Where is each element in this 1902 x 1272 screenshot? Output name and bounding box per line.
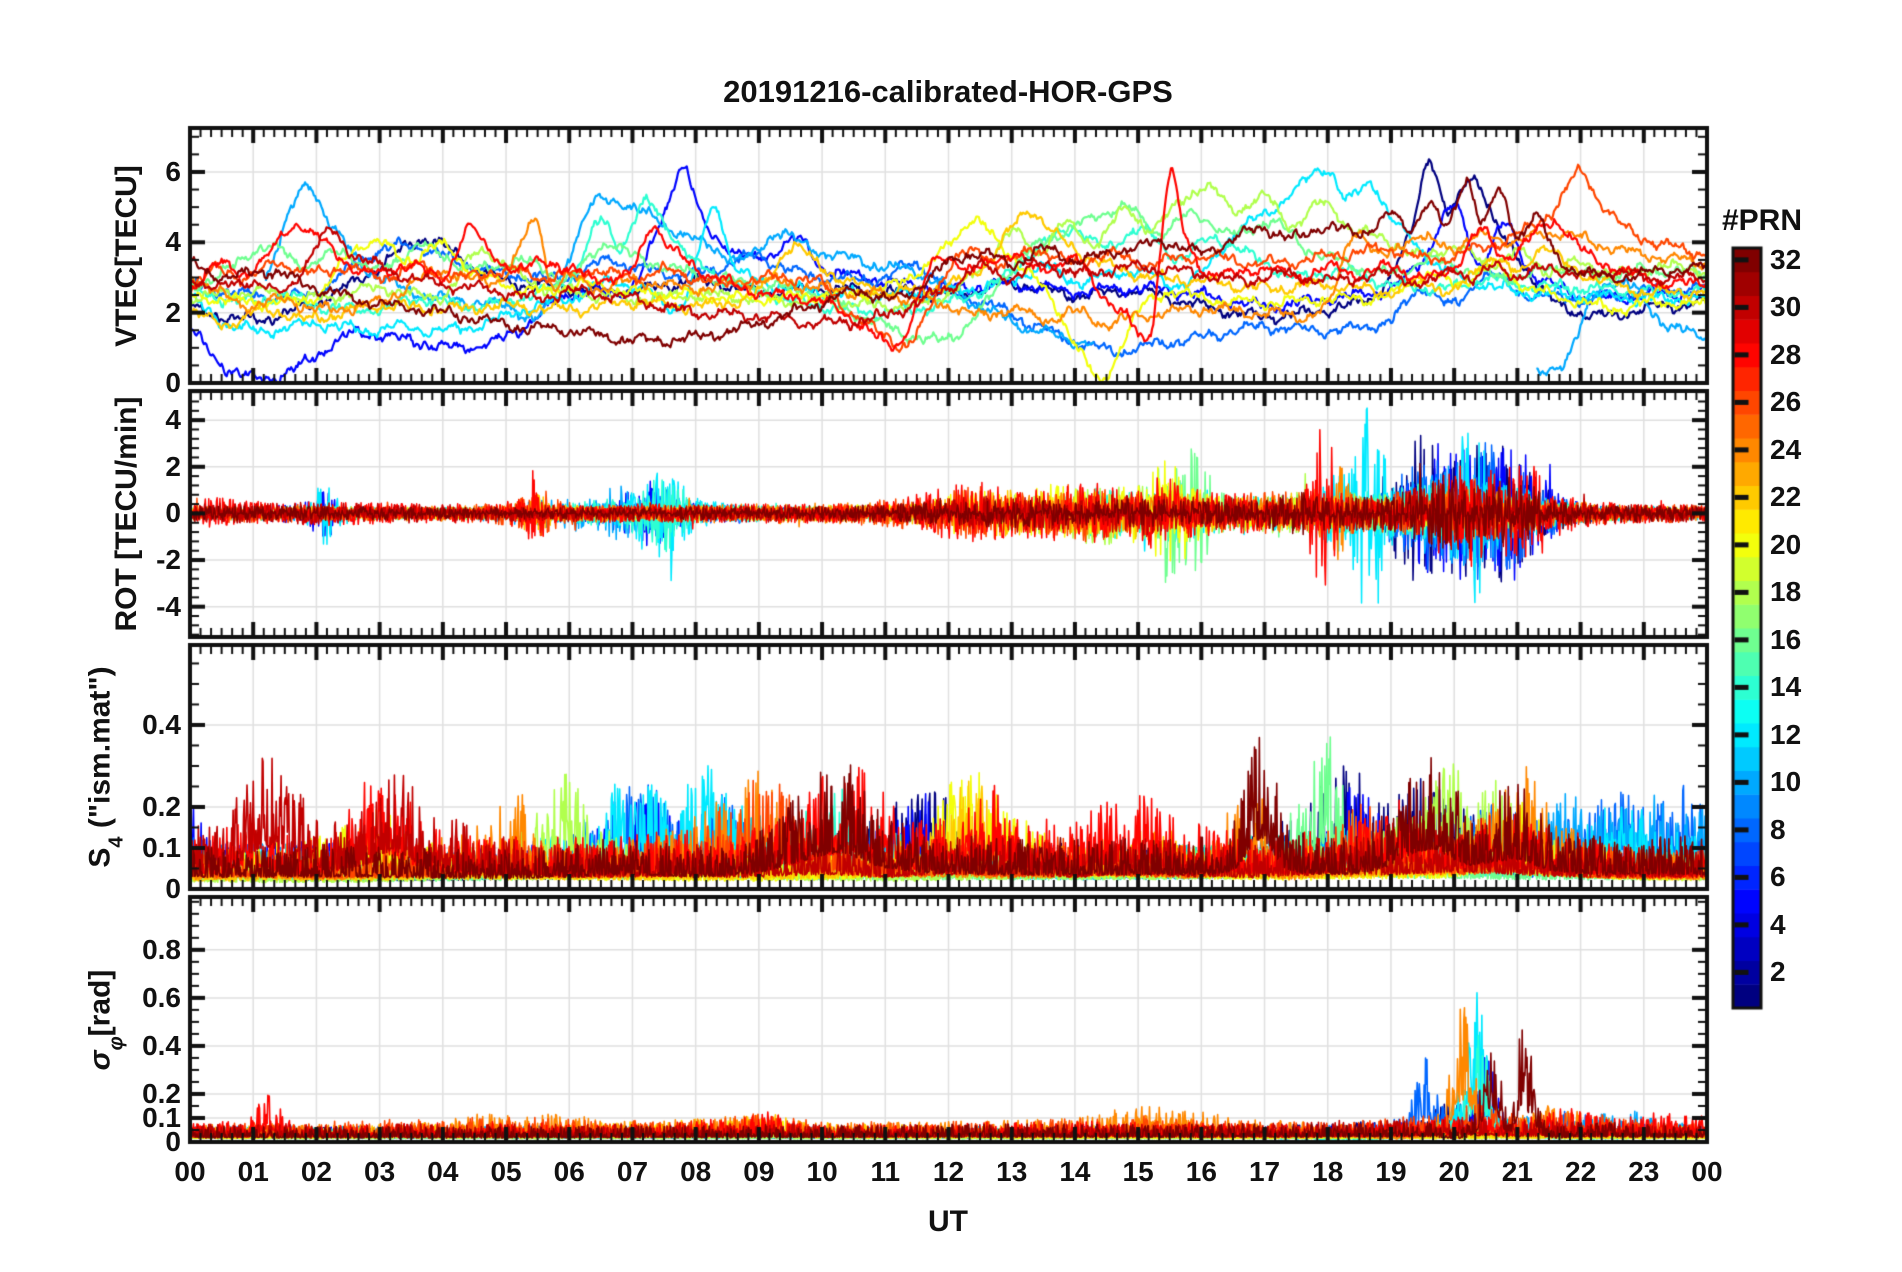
x-tick-label: 11 — [870, 1156, 901, 1187]
x-tick-label: 13 — [996, 1156, 1028, 1187]
colorbar-tick-label: 20 — [1770, 528, 1802, 560]
x-tick-label: 08 — [680, 1156, 712, 1187]
colorbar-tick-label: 14 — [1770, 671, 1802, 703]
x-tick-label: 02 — [300, 1156, 332, 1187]
x-tick-label: 18 — [1312, 1156, 1344, 1187]
x-tick-label: 06 — [553, 1156, 585, 1187]
colorbar-tick-label: 12 — [1770, 718, 1802, 750]
x-tick-label: 03 — [364, 1156, 396, 1187]
colorbar-tick-label: 30 — [1770, 291, 1802, 323]
x-tick-label: 23 — [1628, 1156, 1660, 1187]
colorbar-tick-label: 10 — [1770, 766, 1802, 798]
x-tick-label: 05 — [490, 1156, 522, 1187]
y-tick-label: -2 — [156, 544, 181, 576]
y-tick-label: 0.2 — [142, 790, 181, 822]
y-tick-label: 2 — [165, 450, 181, 482]
y-axis-label-s4: S4 ("ism.mat") — [83, 666, 128, 868]
colorbar-tick-label: 2 — [1770, 956, 1786, 988]
chart-title: 20191216-calibrated-HOR-GPS — [723, 74, 1173, 109]
colorbar-tick-label: 8 — [1770, 813, 1786, 845]
x-tick-label: 00 — [174, 1156, 206, 1187]
colorbar-tick-label: 26 — [1770, 386, 1802, 418]
y-tick-label: 6 — [165, 155, 181, 187]
x-tick-label: 16 — [1185, 1156, 1217, 1187]
y-tick-label: 0.4 — [142, 708, 181, 740]
colorbar-tick-label: 24 — [1770, 433, 1802, 465]
colorbar-tick-label: 16 — [1770, 623, 1802, 655]
y-tick-label: 0.1 — [142, 1101, 181, 1133]
x-tick-label: 14 — [1059, 1156, 1091, 1187]
y-tick-label: 0.4 — [142, 1029, 181, 1061]
y-tick-label: 0.8 — [142, 933, 181, 965]
y-axis-label-rot: ROT [TECU/min] — [110, 396, 143, 632]
colorbar-tick-label: 18 — [1770, 576, 1802, 608]
colorbar-tick-label: 22 — [1770, 481, 1802, 513]
y-axis-label-sigma_phi: σφ[rad] — [83, 969, 128, 1070]
y-tick-label: 0 — [165, 367, 181, 398]
y-tick-label: 4 — [165, 226, 181, 258]
y-tick-label: 0.1 — [142, 831, 181, 863]
x-tick-label: 10 — [806, 1156, 838, 1187]
x-tick-label: 22 — [1565, 1156, 1597, 1187]
x-axis-label: UT — [928, 1205, 968, 1238]
colorbar-tick-label: 6 — [1770, 861, 1786, 893]
y-tick-label: 4 — [165, 404, 181, 436]
x-tick-label: 20 — [1438, 1156, 1470, 1187]
y-tick-label: 0.2 — [142, 1077, 181, 1109]
x-tick-label: 00 — [1691, 1156, 1723, 1187]
x-tick-label: 09 — [743, 1156, 775, 1187]
x-tick-label: 12 — [932, 1156, 965, 1187]
x-tick-label: 04 — [427, 1156, 459, 1187]
y-tick-label: 0 — [165, 873, 181, 904]
y-tick-label: 0 — [165, 497, 181, 529]
colorbar-tick-label: 28 — [1770, 338, 1802, 370]
y-tick-label: 0 — [165, 1126, 181, 1157]
colorbar-title: #PRN — [1721, 204, 1803, 237]
colorbar-tick-label: 32 — [1770, 243, 1802, 275]
x-tick-label: 21 — [1501, 1156, 1533, 1187]
colorbar-tick-label: 4 — [1770, 908, 1786, 940]
x-tick-label: 07 — [616, 1156, 649, 1187]
x-tick-label: 17 — [1248, 1156, 1281, 1187]
y-tick-label: 0.6 — [142, 981, 181, 1013]
x-tick-label: 01 — [237, 1156, 269, 1187]
x-tick-label: 15 — [1122, 1156, 1154, 1187]
x-tick-label: 19 — [1375, 1156, 1407, 1187]
y-tick-label: -4 — [156, 590, 181, 622]
y-tick-label: 2 — [165, 296, 181, 328]
y-axis-label-vtec: VTEC[TECU] — [110, 164, 143, 347]
